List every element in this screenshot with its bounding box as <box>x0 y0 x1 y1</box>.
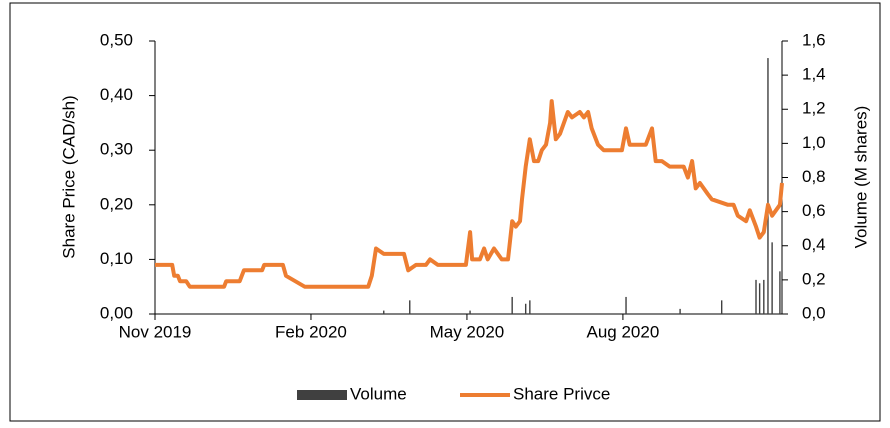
y-axis-label: Share Price (CAD/sh) <box>59 95 78 258</box>
y-tick-label: 0,40 <box>100 85 133 104</box>
volume-bar <box>469 311 470 314</box>
y2-tick-label: 0,6 <box>802 201 826 220</box>
volume-bar <box>779 271 780 314</box>
volume-bar <box>625 297 626 314</box>
y2-tick-label: 1,2 <box>802 99 826 118</box>
volume-bar <box>771 242 772 314</box>
y2-tick-label: 1,0 <box>802 133 826 152</box>
y2-tick-label: 0,4 <box>802 235 826 254</box>
volume-bar <box>759 283 760 314</box>
y-tick-label: 0,20 <box>100 194 133 213</box>
volume-bar <box>409 300 410 314</box>
volume-bar <box>511 297 512 314</box>
y2-tick-label: 1,4 <box>802 65 826 84</box>
y-tick-label: 0,50 <box>100 30 133 49</box>
x-tick-label: May 2020 <box>430 322 505 341</box>
chart: Share Price (CAD/sh) Volume (M shares) 0… <box>0 0 890 428</box>
y2-tick-label: 0,0 <box>802 303 826 322</box>
volume-bar <box>763 280 764 314</box>
y2-tick-label: 1,6 <box>802 30 826 49</box>
legend-label: Volume <box>350 384 407 403</box>
volume-bar <box>529 300 530 314</box>
volume-bar <box>525 304 526 314</box>
legend-label: Share Privce <box>513 384 610 403</box>
volume-bar <box>755 280 756 314</box>
y-tick-label: 0,30 <box>100 140 133 159</box>
volume-bar <box>383 311 384 314</box>
y2-axis-label: Volume (M shares) <box>851 106 870 249</box>
x-tick-label: Feb 2020 <box>275 322 347 341</box>
volume-bar <box>767 58 768 314</box>
x-tick-label: Nov 2019 <box>119 322 192 341</box>
x-tick-label: Aug 2020 <box>587 322 660 341</box>
y-tick-label: 0,00 <box>100 303 133 322</box>
volume-bar <box>721 300 722 314</box>
y2-tick-label: 0,2 <box>802 269 826 288</box>
y-tick-label: 0,10 <box>100 249 133 268</box>
legend-swatch <box>297 390 347 400</box>
y2-tick-label: 0,8 <box>802 167 826 186</box>
volume-bar <box>679 309 680 314</box>
